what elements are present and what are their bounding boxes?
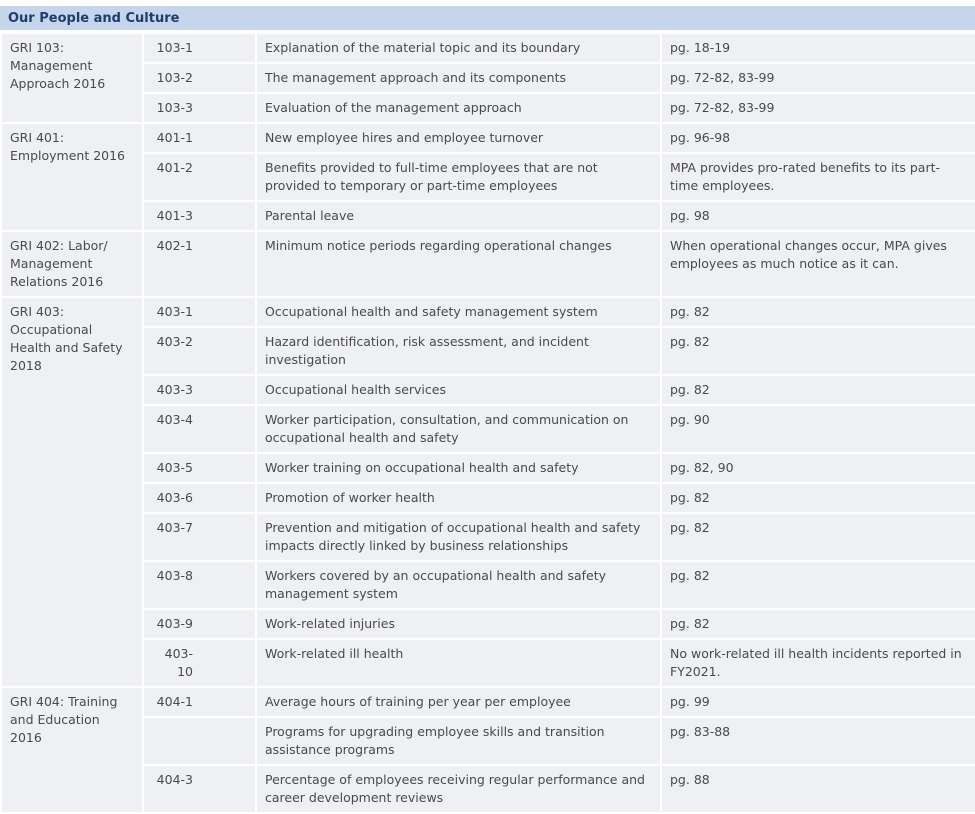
table-row: 403-3 Occupational health services pg. 82 [1, 374, 975, 406]
disclosure-description: Programs for upgrading employee skills a… [255, 716, 662, 766]
disclosure-description: Prevention and mitigation of occupationa… [255, 512, 662, 562]
disclosure-description: Worker training on occupational health a… [255, 452, 662, 484]
disclosure-reference: pg. 72-82, 83-99 [660, 92, 975, 124]
gri-standard: GRI 402: Labor/ Management Relations 201… [0, 230, 144, 298]
disclosure-description: Work-related injuries [255, 608, 662, 640]
disclosure-description: Workers covered by an occupational healt… [255, 560, 662, 610]
disclosure-code: 401-2 [142, 152, 257, 202]
table-row: GRI 402: Labor/ Management Relations 201… [0, 230, 975, 298]
disclosure-code: 403-4 [142, 404, 257, 454]
disclosure-description: The management approach and its componen… [255, 62, 662, 94]
disclosure-description: Percentage of employees receiving regula… [255, 764, 662, 814]
table-row: GRI 401: Employment 2016 401-1 New employe… [0, 122, 975, 232]
disclosure-reference: pg. 82 [660, 512, 975, 562]
disclosure-code: 403-5 [142, 452, 257, 484]
gri-standard: GRI 403: Occupational Health and Safety … [0, 296, 144, 688]
table-row: 401-2 Benefits provided to full-time empl… [1, 152, 975, 202]
table-row: 403-4 Worker participation, consultation,… [1, 404, 975, 454]
disclosure-code: 404-1 [142, 686, 257, 718]
disclosure-reference: pg. 90 [660, 404, 975, 454]
table-row: 403-5 Worker training on occupational hea… [1, 452, 975, 484]
gri-standard: GRI 103: Management Approach 2016 [0, 32, 144, 124]
disclosure-code: 403-1 [142, 296, 257, 328]
disclosure-code: 403-10 [142, 638, 257, 688]
table-row: 403-10 Work-related ill health No work-rel… [1, 638, 975, 688]
disclosure-description: Explanation of the material topic and it… [255, 32, 662, 64]
disclosure-reference: No work-related ill health incidents rep… [660, 638, 975, 688]
table-row: 403-6 Promotion of worker health pg. 82 [1, 482, 975, 514]
disclosure-reference: pg. 82 [660, 482, 975, 514]
disclosure-description: Work-related ill health [255, 638, 662, 688]
disclosure-reference: MPA provides pro-rated benefits to its p… [660, 152, 975, 202]
gri-standard: GRI 404: Training and Education 2016 [0, 686, 144, 814]
disclosure-description: Parental leave [255, 200, 662, 232]
section-title: Our People and Culture [0, 6, 975, 32]
disclosure-code: 401-3 [142, 200, 257, 232]
table-body: GRI 103: Management Approach 2016 103-1 Ex… [0, 32, 975, 814]
gri-table-section: Our People and Culture GRI 103: Manageme… [0, 6, 975, 814]
gri-standard: GRI 401: Employment 2016 [0, 122, 144, 232]
disclosure-description: New employee hires and employee turnover [255, 122, 662, 154]
disclosure-code: 403-7 [142, 512, 257, 562]
table-row: Programs for upgrading employee skills a… [1, 716, 975, 766]
disclosure-description: Evaluation of the management approach [255, 92, 662, 124]
disclosure-reference: pg. 72-82, 83-99 [660, 62, 975, 94]
disclosure-code: 403-6 [142, 482, 257, 514]
disclosure-reference: pg. 82, 90 [660, 452, 975, 484]
disclosure-reference: pg. 82 [660, 296, 975, 328]
disclosure-description: Promotion of worker health [255, 482, 662, 514]
disclosure-code: 403-9 [142, 608, 257, 640]
disclosure-code: 103-1 [142, 32, 257, 64]
disclosure-reference: pg. 82 [660, 374, 975, 406]
disclosure-reference: pg. 98 [660, 200, 975, 232]
disclosure-code: 403-8 [142, 560, 257, 610]
table-row: 403-7 Prevention and mitigation of occupa… [1, 512, 975, 562]
disclosure-reference: pg. 82 [660, 560, 975, 610]
table-row: 103-3 Evaluation of the management approa… [1, 92, 975, 124]
disclosure-description: Benefits provided to full-time employees… [255, 152, 662, 202]
disclosure-description: Occupational health services [255, 374, 662, 406]
disclosure-description: Occupational health and safety managemen… [255, 296, 662, 328]
disclosure-reference: pg. 82 [660, 326, 975, 376]
disclosure-reference: pg. 83-88 [660, 716, 975, 766]
disclosure-code: 403-2 [142, 326, 257, 376]
table-row: 403-2 Hazard identification, risk assessm… [1, 326, 975, 376]
disclosure-code: 402-1 [142, 230, 257, 298]
disclosure-description: Worker participation, consultation, and … [255, 404, 662, 454]
disclosure-reference: pg. 82 [660, 608, 975, 640]
disclosure-reference: pg. 99 [660, 686, 975, 718]
page: Our People and Culture GRI 103: Manageme… [0, 6, 975, 814]
disclosure-code: 404-3 [142, 764, 257, 814]
disclosure-code: 103-3 [142, 92, 257, 124]
disclosure-reference: When operational changes occur, MPA give… [660, 230, 975, 298]
disclosure-code: 401-1 [142, 122, 257, 154]
table-row: 103-2 The management approach and its com… [1, 62, 975, 94]
disclosure-reference: pg. 96-98 [660, 122, 975, 154]
table-row: 403-8 Workers covered by an occupational … [1, 560, 975, 610]
disclosure-reference: pg. 88 [660, 764, 975, 814]
table-row: GRI 103: Management Approach 2016 103-1 Ex… [0, 32, 975, 124]
disclosure-reference: pg. 18-19 [660, 32, 975, 64]
disclosure-code: 103-2 [142, 62, 257, 94]
table-row: 404-3 Percentage of employees receiving r… [1, 764, 975, 814]
disclosure-description: Average hours of training per year per e… [255, 686, 662, 718]
table-row: 401-3 Parental leave pg. 98 [1, 200, 975, 232]
disclosure-description: Minimum notice periods regarding operati… [255, 230, 662, 298]
table-row: 403-9 Work-related injuries pg. 82 [1, 608, 975, 640]
disclosure-code: 403-3 [142, 374, 257, 406]
disclosure-code [142, 716, 257, 766]
table-row: GRI 403: Occupational Health and Safety … [0, 296, 975, 688]
table-row: GRI 404: Training and Education 2016 404-… [0, 686, 975, 814]
disclosure-description: Hazard identification, risk assessment, … [255, 326, 662, 376]
gri-table: GRI 103: Management Approach 2016 103-1 Ex… [0, 32, 975, 814]
